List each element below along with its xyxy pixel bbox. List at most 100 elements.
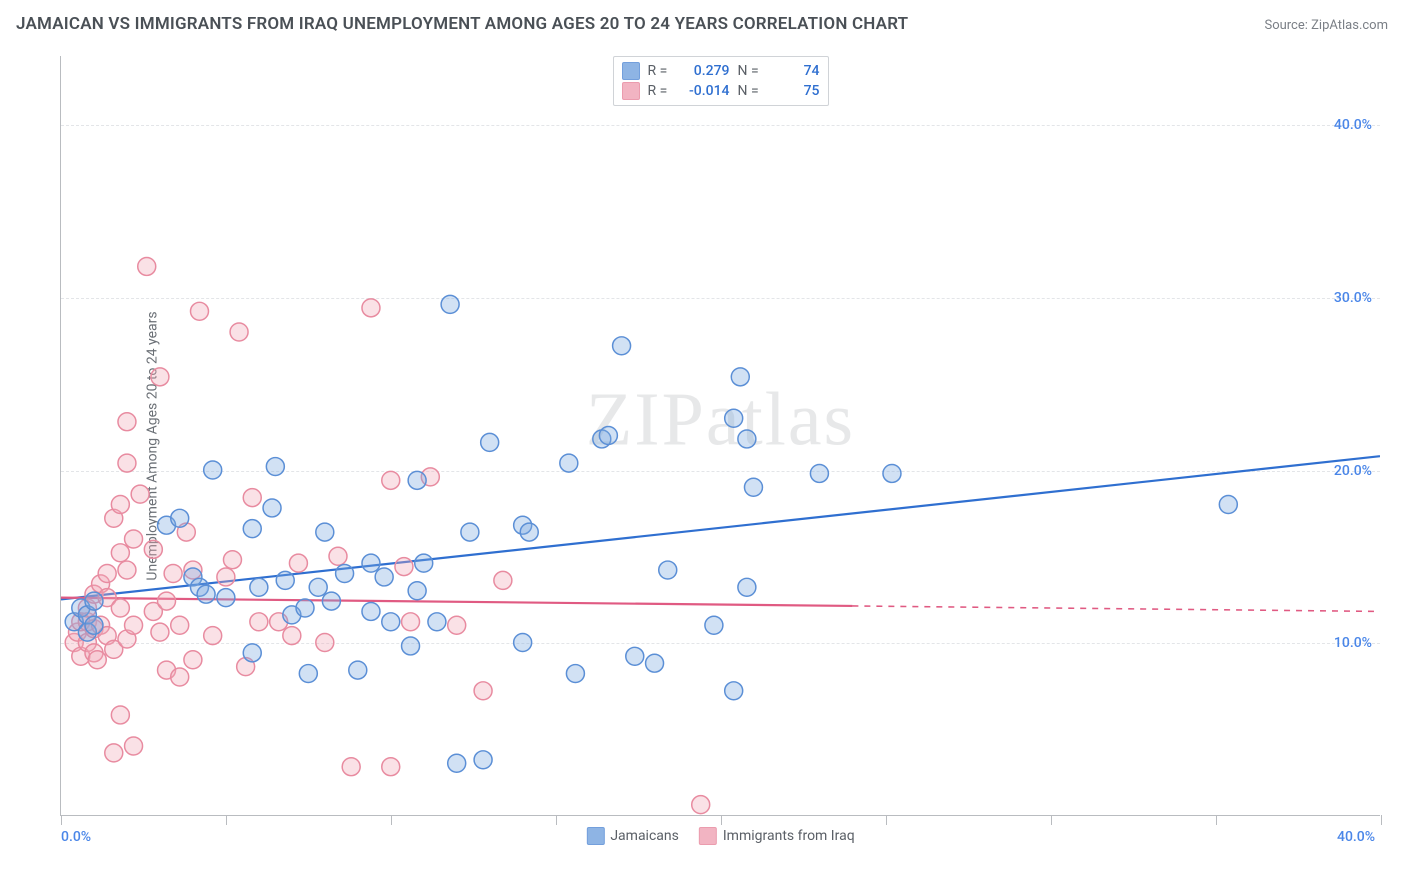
scatter-point: [283, 627, 301, 645]
scatter-point: [88, 651, 106, 669]
scatter-point: [191, 302, 209, 320]
scatter-point: [349, 661, 367, 679]
scatter-point: [276, 571, 294, 589]
x-tick: [721, 815, 722, 825]
scatter-point: [520, 523, 538, 541]
scatter-point: [118, 413, 136, 431]
swatch-series-0: [622, 62, 640, 80]
legend-r-label-0: R =: [648, 63, 672, 79]
scatter-point: [402, 637, 420, 655]
scatter-point: [138, 257, 156, 275]
scatter-point: [441, 295, 459, 313]
scatter-point: [382, 613, 400, 631]
scatter-point: [382, 471, 400, 489]
scatter-point: [171, 509, 189, 527]
scatter-point: [408, 582, 426, 600]
scatter-point: [164, 565, 182, 583]
scatter-point: [705, 616, 723, 634]
scatter-point: [362, 299, 380, 317]
scatter-point: [118, 561, 136, 579]
scatter-point: [309, 578, 327, 596]
scatter-point: [197, 585, 215, 603]
scatter-point: [151, 623, 169, 641]
scatter-point: [738, 578, 756, 596]
scatter-point: [461, 523, 479, 541]
scatter-point: [111, 544, 129, 562]
scatter-point: [85, 616, 103, 634]
scatter-point: [494, 571, 512, 589]
scatter-point: [613, 337, 631, 355]
scatter-point: [659, 561, 677, 579]
scatter-point: [125, 530, 143, 548]
scatter-point: [125, 616, 143, 634]
legend-n-value-0: 74: [770, 63, 820, 79]
scatter-point: [448, 754, 466, 772]
scatter-point: [731, 368, 749, 386]
scatter-point: [883, 464, 901, 482]
scatter-point: [514, 634, 532, 652]
scatter-point: [217, 568, 235, 586]
scatter-point: [118, 454, 136, 472]
scatter-point: [111, 496, 129, 514]
legend-n-label-1: N =: [738, 83, 762, 99]
scatter-point: [481, 433, 499, 451]
scatter-point: [289, 554, 307, 572]
scatter-point: [362, 554, 380, 572]
scatter-point: [243, 489, 261, 507]
scatter-point: [474, 682, 492, 700]
legend-r-label-1: R =: [648, 83, 672, 99]
regression-line: [61, 598, 852, 606]
scatter-point: [738, 430, 756, 448]
scatter-point: [131, 485, 149, 503]
swatch-bottom-0: [586, 827, 604, 845]
swatch-series-1: [622, 82, 640, 100]
scatter-point: [329, 547, 347, 565]
x-tick: [226, 815, 227, 825]
scatter-point: [250, 613, 268, 631]
scatter-point: [144, 540, 162, 558]
scatter-point: [1219, 496, 1237, 514]
scatter-point: [744, 478, 762, 496]
scatter-point: [474, 751, 492, 769]
source-label: Source: ZipAtlas.com: [1264, 18, 1388, 33]
legend-series: Jamaicans Immigrants from Iraq: [586, 827, 854, 845]
scatter-point: [560, 454, 578, 472]
scatter-point: [223, 551, 241, 569]
scatter-point: [151, 368, 169, 386]
scatter-point: [725, 409, 743, 427]
scatter-point: [266, 458, 284, 476]
scatter-point: [810, 464, 828, 482]
scatter-point: [85, 592, 103, 610]
scatter-point: [184, 651, 202, 669]
scatter-point: [171, 668, 189, 686]
scatter-point: [692, 796, 710, 814]
x-tick: [1051, 815, 1052, 825]
scatter-point: [243, 644, 261, 662]
scatter-point: [171, 616, 189, 634]
scatter-point: [243, 520, 261, 538]
swatch-bottom-1: [699, 827, 717, 845]
scatter-point: [375, 568, 393, 586]
scatter-point: [158, 592, 176, 610]
legend-r-value-1: -0.014: [680, 83, 730, 99]
scatter-point: [415, 554, 433, 572]
legend-row-series-0: R = 0.279 N = 74: [622, 61, 820, 81]
scatter-point: [566, 665, 584, 683]
plot-area: ZIPatlas 10.0%20.0%30.0%40.0% 0.0%40.0% …: [60, 56, 1380, 816]
scatter-point: [230, 323, 248, 341]
scatter-point: [316, 634, 334, 652]
scatter-point: [98, 565, 116, 583]
scatter-point: [263, 499, 281, 517]
legend-n-label-0: N =: [738, 63, 762, 79]
x-tick: [1381, 815, 1382, 825]
scatter-point: [342, 758, 360, 776]
chart-container: JAMAICAN VS IMMIGRANTS FROM IRAQ UNEMPLO…: [0, 0, 1406, 892]
scatter-point: [448, 616, 466, 634]
x-tick: [556, 815, 557, 825]
scatter-point: [382, 758, 400, 776]
scatter-point: [111, 706, 129, 724]
scatter-point: [599, 427, 617, 445]
scatter-point: [395, 558, 413, 576]
legend-n-value-1: 75: [770, 83, 820, 99]
scatter-point: [402, 613, 420, 631]
